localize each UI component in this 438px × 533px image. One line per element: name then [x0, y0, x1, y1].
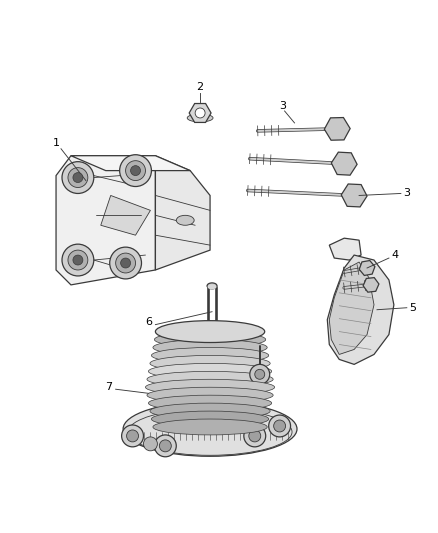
Ellipse shape — [148, 364, 272, 379]
Polygon shape — [329, 262, 374, 354]
Polygon shape — [155, 156, 210, 270]
Circle shape — [120, 258, 131, 268]
Ellipse shape — [150, 403, 270, 419]
Circle shape — [122, 425, 144, 447]
Text: 6: 6 — [145, 317, 152, 327]
Text: 2: 2 — [197, 82, 204, 92]
Polygon shape — [329, 238, 361, 260]
Circle shape — [268, 415, 290, 437]
Circle shape — [155, 435, 176, 457]
Circle shape — [110, 247, 141, 279]
Circle shape — [249, 430, 261, 442]
Ellipse shape — [150, 356, 270, 372]
Ellipse shape — [155, 332, 266, 348]
Circle shape — [68, 250, 88, 270]
Circle shape — [144, 437, 157, 451]
Circle shape — [173, 402, 197, 426]
Polygon shape — [327, 255, 394, 365]
Ellipse shape — [147, 372, 273, 387]
Text: 3: 3 — [279, 101, 286, 111]
Circle shape — [73, 255, 83, 265]
Text: 5: 5 — [409, 303, 416, 313]
Polygon shape — [71, 156, 190, 171]
Ellipse shape — [155, 321, 265, 343]
Ellipse shape — [153, 419, 267, 435]
Text: 3: 3 — [403, 189, 410, 198]
Circle shape — [274, 420, 286, 432]
Ellipse shape — [207, 283, 217, 289]
Circle shape — [195, 108, 205, 118]
Circle shape — [179, 408, 191, 420]
Polygon shape — [56, 156, 155, 285]
Ellipse shape — [187, 114, 213, 122]
Circle shape — [255, 369, 265, 379]
Ellipse shape — [152, 348, 268, 364]
Circle shape — [62, 161, 94, 193]
Ellipse shape — [147, 387, 273, 403]
Circle shape — [68, 168, 88, 188]
Circle shape — [62, 244, 94, 276]
Ellipse shape — [123, 402, 297, 456]
Circle shape — [120, 155, 152, 187]
Polygon shape — [101, 196, 150, 235]
Ellipse shape — [176, 215, 194, 225]
Circle shape — [250, 365, 270, 384]
Ellipse shape — [148, 395, 272, 411]
Circle shape — [116, 253, 135, 273]
Text: 7: 7 — [105, 382, 112, 392]
Circle shape — [127, 430, 138, 442]
Text: 4: 4 — [391, 250, 399, 260]
Circle shape — [131, 166, 141, 175]
Ellipse shape — [145, 379, 275, 395]
Ellipse shape — [153, 340, 267, 356]
Ellipse shape — [152, 411, 268, 427]
Ellipse shape — [208, 285, 216, 289]
Circle shape — [73, 173, 83, 182]
Text: 1: 1 — [53, 138, 60, 148]
Circle shape — [159, 440, 171, 452]
Circle shape — [126, 160, 145, 181]
Circle shape — [244, 425, 266, 447]
